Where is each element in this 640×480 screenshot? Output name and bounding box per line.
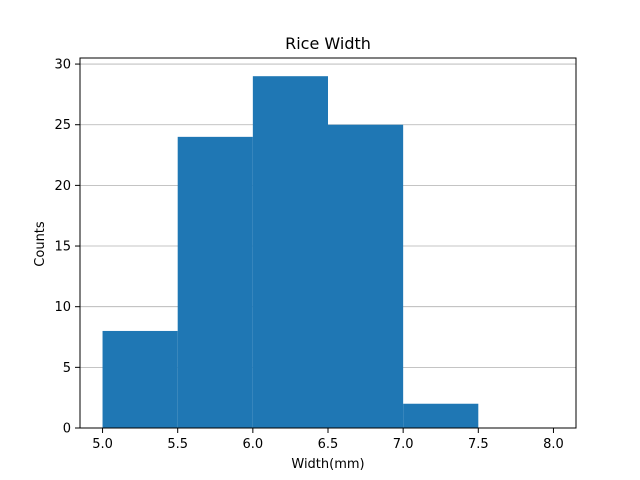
y-tick-label-1: 5 [63,361,71,376]
y-axis-ticks: 0 5 10 15 20 25 30 [54,58,80,437]
x-axis-ticks: 5.0 5.5 6.0 6.5 7.0 7.5 8.0 [92,428,564,452]
x-tick-label-4: 7.0 [393,437,414,452]
x-tick-label-0: 5.0 [92,437,113,452]
x-tick-label-1: 5.5 [167,437,188,452]
x-tick-label-5: 7.5 [468,437,489,452]
histogram-bar-3 [328,124,404,428]
y-tick-label-5: 25 [54,118,71,133]
x-tick-label-3: 6.5 [318,437,339,452]
y-tick-label-0: 0 [63,422,71,437]
chart-title: Rice Width [285,34,371,53]
histogram-bar-0 [102,330,178,428]
y-axis-title: Counts [33,221,48,267]
histogram-bar-1 [177,136,253,428]
y-tick-label-2: 10 [54,300,71,315]
y-tick-label-3: 15 [54,240,71,255]
histogram-bar-4 [403,403,479,428]
histogram-bar-2 [252,76,328,429]
x-tick-label-2: 6.0 [243,437,264,452]
x-tick-label-6: 8.0 [543,437,564,452]
y-tick-label-6: 30 [54,58,71,73]
y-tick-label-4: 20 [54,179,71,194]
x-axis-title: Width(mm) [291,457,364,472]
bars [102,76,479,429]
